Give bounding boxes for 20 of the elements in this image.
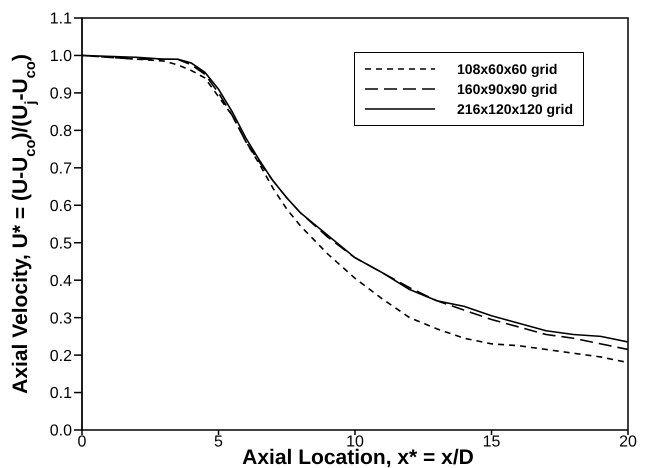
x-tick-label: 20 [619, 433, 637, 450]
legend-label: 216x120x120 grid [457, 101, 573, 117]
y-tick-label: 0.7 [50, 160, 72, 178]
legend-label: 160x90x90 grid [457, 81, 558, 97]
y-tick-label: 1.1 [50, 10, 72, 28]
y-tick-label: 0.5 [50, 235, 72, 252]
y-tick-label: 0.1 [50, 385, 72, 402]
x-tick-label: 5 [214, 433, 224, 450]
legend-label: 108x60x60 grid [457, 61, 558, 77]
x-tick-label: 0 [78, 433, 87, 450]
y-tick-label: 0.3 [50, 310, 72, 328]
x-axis-title: Axial Location, x* = x/D [242, 446, 474, 468]
y-tick-label: 0.6 [50, 198, 72, 215]
y-tick-label: 0.8 [50, 123, 72, 140]
y-tick-label: 0.2 [50, 348, 72, 365]
y-tick-label: 0.9 [50, 86, 72, 103]
y-tick-label: 1.0 [50, 48, 72, 66]
y-tick-label: 0.0 [50, 422, 72, 440]
y-tick-label: 0.4 [50, 272, 72, 290]
x-tick-label: 15 [482, 433, 500, 450]
